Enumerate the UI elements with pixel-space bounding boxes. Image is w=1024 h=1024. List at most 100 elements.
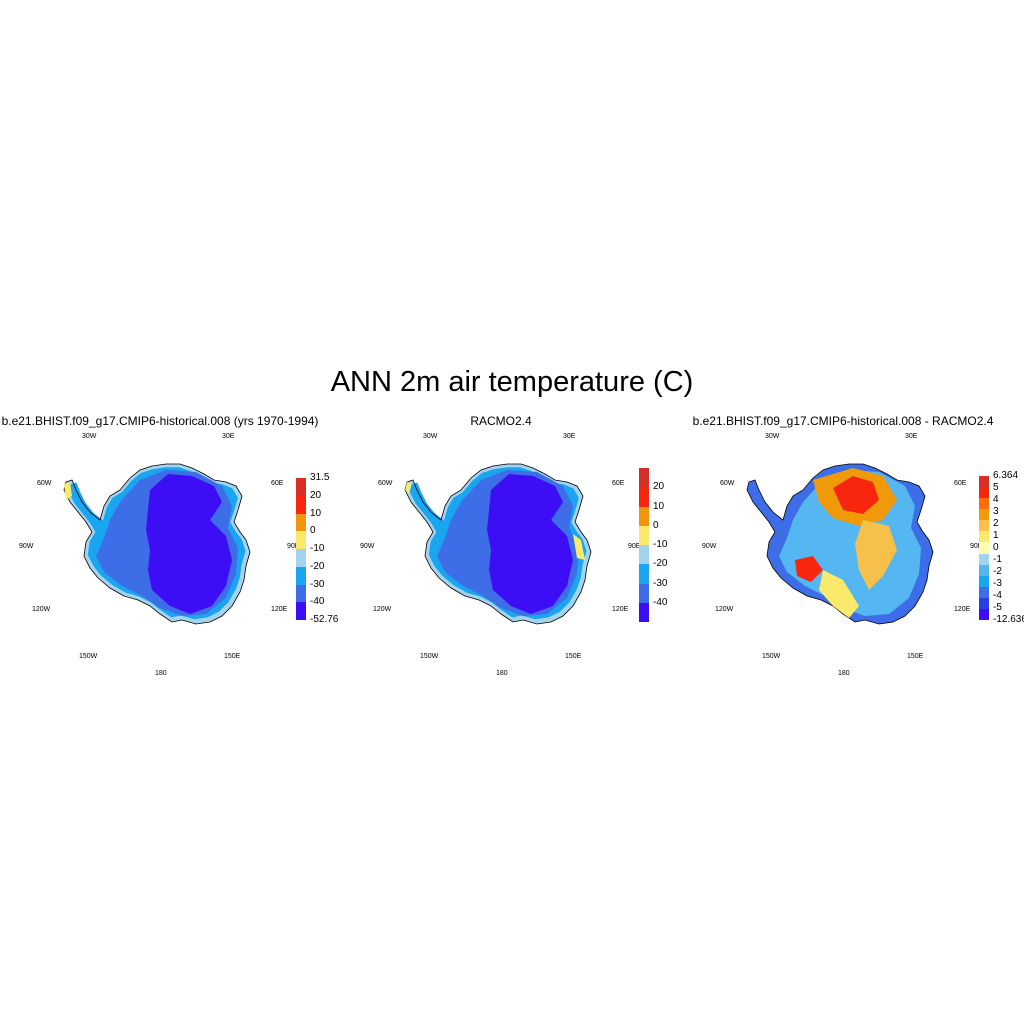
colorbar-label: 2	[993, 518, 999, 529]
colorbar-box	[639, 468, 649, 488]
coastline	[63, 463, 251, 625]
lon-label: 60W	[378, 480, 393, 487]
colorbar-label: 20	[653, 481, 665, 493]
colorbar-box	[639, 583, 649, 603]
colorbar-label: 0	[993, 542, 999, 553]
colorbar-label: -20	[653, 558, 668, 570]
colorbar-box	[979, 608, 989, 620]
lon-label: 120E	[271, 606, 288, 613]
colorbar-box	[979, 575, 989, 587]
colorbar-label: 0	[310, 525, 316, 537]
panel-obs: RACMO2.4 180 30W 30E 60W 60E 90W 90E 120W 120E 15…	[341, 410, 681, 690]
colorbar-label: -4	[993, 590, 1002, 601]
lon-label: 150E	[224, 653, 241, 660]
colorbar-label: -30	[310, 578, 325, 590]
colorbar-box	[296, 584, 306, 603]
colorbar-box	[639, 564, 649, 584]
lon-label: 180	[838, 670, 850, 677]
colorbar-label: 10	[310, 507, 322, 519]
colorbar-box	[639, 602, 649, 622]
lon-label: 180	[496, 670, 508, 677]
lon-label: 30W	[423, 433, 438, 440]
panel-model: b.e21.BHIST.f09_g17.CMIP6-historical.008…	[0, 410, 340, 690]
colorbar-box	[639, 545, 649, 565]
lon-label: 30E	[222, 433, 235, 440]
antarctica-map	[63, 463, 251, 625]
colorbar-box	[979, 586, 989, 598]
coastline	[404, 463, 592, 625]
colorbar-box	[979, 520, 989, 532]
colorbar-box	[296, 531, 306, 549]
panel-title: b.e21.BHIST.f09_g17.CMIP6-historical.008…	[692, 414, 994, 428]
interior-fill	[146, 474, 232, 614]
colorbar-box	[979, 509, 989, 521]
lon-label: 60W	[37, 480, 52, 487]
lon-label: 120E	[612, 606, 629, 613]
mild-region	[819, 570, 859, 618]
colorbar-box	[979, 597, 989, 609]
colorbar-label: 10	[653, 500, 665, 512]
lon-label: 30E	[563, 433, 576, 440]
lon-label: 150W	[79, 653, 98, 660]
panel-title: b.e21.BHIST.f09_g17.CMIP6-historical.008…	[1, 414, 319, 428]
colorbar-label: -20	[310, 560, 325, 572]
colorbar-box	[639, 487, 649, 507]
colorbar-label: -10	[310, 543, 325, 554]
lon-label: 90W	[702, 543, 717, 550]
colorbar-label: -3	[993, 578, 1002, 589]
lon-label: 30W	[765, 433, 780, 440]
warm-region	[855, 520, 897, 590]
colorbar-label: -5	[993, 602, 1002, 613]
antarctica-map	[404, 463, 592, 625]
hot-region	[833, 476, 879, 514]
lon-label: 150E	[565, 653, 582, 660]
colorbar-box	[979, 553, 989, 565]
colorbar-label: -40	[653, 596, 668, 608]
colorbar-box	[979, 564, 989, 576]
colorbar-box	[639, 506, 649, 526]
lon-label: 150E	[907, 653, 924, 660]
colorbar-box	[639, 525, 649, 545]
colorbar-box	[296, 495, 306, 514]
panel-diff: b.e21.BHIST.f09_g17.CMIP6-historical.008…	[683, 410, 1024, 690]
colorbar-label: 3	[993, 506, 999, 517]
colorbar-box	[979, 542, 989, 554]
colorbar-box	[979, 531, 989, 543]
colorbar-label: 1	[993, 530, 999, 541]
colorbar-label: 31.5	[310, 472, 330, 483]
colorbar-box	[979, 476, 989, 488]
lon-label: 180	[155, 670, 167, 677]
colorbar-box	[296, 566, 306, 585]
coast-warm	[64, 482, 72, 500]
lon-label: 30E	[905, 433, 918, 440]
lon-label: 60E	[271, 480, 284, 487]
colorbar-label: 0	[653, 519, 659, 531]
coast-warm	[573, 534, 585, 560]
lon-label: 60W	[720, 480, 735, 487]
colorbar-label: -40	[310, 596, 325, 608]
panel-title: RACMO2.4	[470, 414, 532, 428]
antarctica-map	[746, 463, 934, 625]
lon-label: 90E	[287, 543, 300, 550]
colorbar-box	[296, 513, 306, 532]
colorbar-label: 20	[310, 489, 322, 501]
colorbar-box	[296, 478, 306, 496]
colorbar-label: -12.636	[993, 614, 1024, 625]
lon-label: 90W	[360, 543, 375, 550]
colorbar-label: 5	[993, 482, 999, 493]
lon-label: 120W	[715, 606, 734, 613]
lon-label: 90E	[628, 543, 641, 550]
lon-label: 90W	[19, 543, 34, 550]
coast-warm	[405, 482, 411, 494]
colorbar-label: -10	[653, 539, 668, 550]
lon-label: 60E	[954, 480, 967, 487]
colorbar-box	[979, 498, 989, 510]
lon-label: 30W	[82, 433, 97, 440]
colorbar-label: -2	[993, 566, 1002, 577]
colorbar-label: 6.364	[993, 470, 1019, 481]
colorbar-label: -1	[993, 554, 1002, 565]
lon-label: 120W	[373, 606, 392, 613]
colorbar-label: -52.76	[310, 614, 339, 625]
colorbar-box	[979, 487, 989, 499]
interior-fill	[487, 474, 573, 614]
